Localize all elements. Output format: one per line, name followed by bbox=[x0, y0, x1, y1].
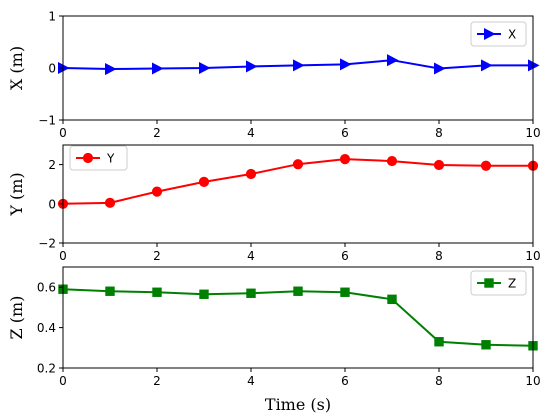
y-axis-label-x: X (m) bbox=[7, 46, 26, 90]
data-point bbox=[293, 59, 305, 72]
legend-label: Z bbox=[508, 277, 516, 291]
x-tick-label: 6 bbox=[341, 374, 349, 388]
y-tick-label: 2 bbox=[48, 158, 56, 172]
x-tick-label: 10 bbox=[525, 249, 540, 263]
y-tick-label: 1 bbox=[48, 10, 56, 24]
data-point bbox=[104, 197, 116, 208]
data-point bbox=[246, 288, 256, 298]
data-point bbox=[387, 294, 397, 305]
x-tick-label: 0 bbox=[59, 249, 67, 263]
legend-label: X bbox=[508, 28, 516, 42]
y-tick-label: −1 bbox=[38, 114, 56, 128]
data-point bbox=[105, 286, 115, 296]
y-tick-label: 0.2 bbox=[37, 362, 56, 376]
data-point bbox=[292, 159, 304, 170]
data-point bbox=[434, 62, 446, 75]
y-axis-label-z: Z (m) bbox=[7, 296, 26, 340]
data-point bbox=[245, 168, 257, 180]
data-point bbox=[152, 287, 162, 297]
panel-y: 0 2 4 6 8 10−202 Y (m) Y bbox=[7, 144, 541, 263]
panel-z: 0 2 4 6 8 10 0.2 0.4 0.6 Z (m) Z bbox=[7, 266, 541, 388]
x-tick-label: 2 bbox=[153, 374, 161, 388]
data-point bbox=[105, 63, 117, 76]
x-axis-label: Time (s) bbox=[265, 395, 331, 414]
data-point bbox=[339, 154, 351, 165]
x-tick-label: 8 bbox=[435, 249, 443, 263]
y-tick-label: −2 bbox=[38, 237, 56, 251]
data-point bbox=[481, 340, 491, 350]
x-tick-label: 10 bbox=[525, 374, 540, 388]
x-tick-label: 6 bbox=[341, 249, 349, 263]
data-point bbox=[433, 159, 445, 171]
x-tick-label: 0 bbox=[59, 374, 67, 388]
data-point bbox=[434, 337, 444, 347]
data-point bbox=[246, 60, 258, 73]
data-point bbox=[481, 59, 493, 72]
y-tick-label: 0 bbox=[48, 62, 56, 76]
y-tick-label: 0 bbox=[48, 197, 56, 211]
data-point bbox=[293, 286, 303, 296]
x-tick-label: 10 bbox=[525, 126, 540, 140]
legend-marker bbox=[484, 27, 496, 41]
x-tick-label: 4 bbox=[247, 374, 255, 388]
x-tick-label: 8 bbox=[435, 126, 443, 140]
data-point bbox=[480, 160, 492, 171]
data-point bbox=[387, 54, 399, 67]
data-point bbox=[198, 176, 210, 187]
data-point bbox=[199, 61, 211, 75]
x-tick-label: 6 bbox=[341, 126, 349, 140]
data-point bbox=[340, 58, 352, 71]
x-tick-label: 2 bbox=[153, 126, 161, 140]
legend-label: Y bbox=[106, 152, 115, 166]
x-tick-label: 4 bbox=[247, 249, 255, 263]
data-point bbox=[151, 186, 163, 197]
x-tick-label: 4 bbox=[247, 126, 255, 140]
y-tick-label: 0.6 bbox=[37, 281, 56, 295]
panel-x: 0 2 4 6 8 10−101 X (m) X bbox=[7, 10, 541, 141]
y-tick-label: 0.4 bbox=[37, 321, 56, 335]
data-point bbox=[199, 289, 209, 299]
data-point bbox=[386, 155, 398, 167]
y-axis-label-y: Y (m) bbox=[7, 172, 26, 216]
series-line-z bbox=[62, 288, 534, 347]
data-point bbox=[152, 62, 164, 75]
x-tick-label: 8 bbox=[435, 374, 443, 388]
x-tick-label: 2 bbox=[153, 249, 161, 263]
legend-marker bbox=[484, 278, 494, 288]
plot-frame-z bbox=[62, 266, 534, 369]
x-tick-label: 0 bbox=[59, 126, 67, 140]
plot-frame-y bbox=[62, 144, 534, 244]
legend-marker bbox=[82, 152, 94, 164]
data-point bbox=[340, 287, 350, 297]
